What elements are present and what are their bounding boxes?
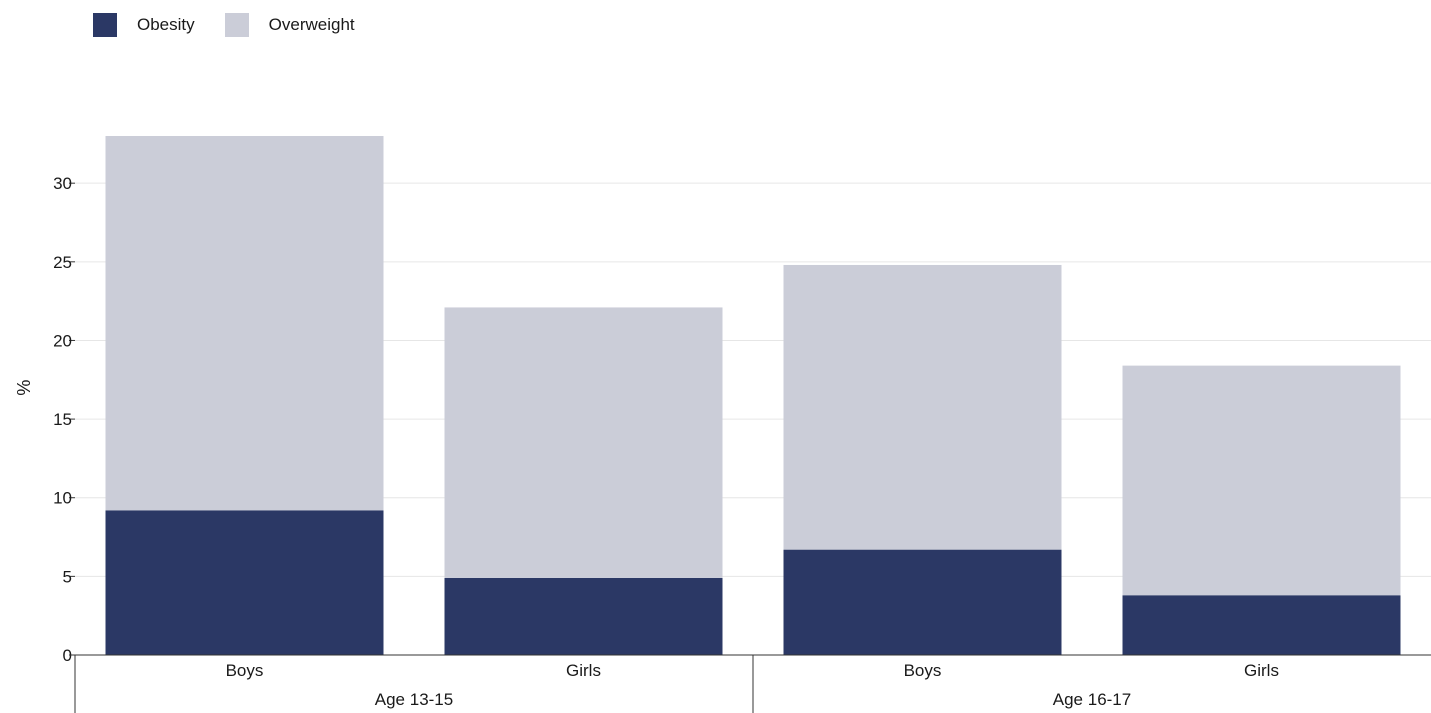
x-category-label: Boys <box>226 661 264 680</box>
bar-obesity-2 <box>783 549 1062 655</box>
legend-item-overweight[interactable]: Overweight <box>224 13 355 37</box>
y-tick-label: 25 <box>53 253 72 272</box>
legend: Obesity Overweight <box>93 13 385 37</box>
legend-label-obesity: Obesity <box>137 15 195 34</box>
bar-overweight-0 <box>105 136 384 511</box>
legend-swatch-obesity <box>93 13 117 37</box>
bar-overweight-2 <box>783 264 1062 550</box>
bar-obesity-0 <box>105 510 384 655</box>
legend-swatch-overweight <box>224 13 249 37</box>
bar-obesity-3 <box>1122 595 1401 655</box>
x-group-label: Age 16-17 <box>1053 690 1131 709</box>
y-axis-label: % <box>14 380 34 396</box>
bar-overweight-1 <box>444 307 723 578</box>
legend-label-overweight: Overweight <box>268 15 355 34</box>
y-tick-label: 20 <box>53 331 72 350</box>
y-tick-label: 30 <box>53 174 72 193</box>
x-category-label: Girls <box>566 661 601 680</box>
bar-overweight-3 <box>1122 365 1401 596</box>
y-tick-label: 15 <box>53 410 72 429</box>
x-group-label: Age 13-15 <box>375 690 453 709</box>
x-category-label: Girls <box>1244 661 1279 680</box>
legend-item-obesity[interactable]: Obesity <box>93 13 195 37</box>
y-tick-label: 0 <box>63 646 72 665</box>
bar-obesity-1 <box>444 577 723 655</box>
y-tick-label: 5 <box>63 567 72 586</box>
x-category-label: Boys <box>904 661 942 680</box>
y-tick-label: 10 <box>53 489 72 508</box>
